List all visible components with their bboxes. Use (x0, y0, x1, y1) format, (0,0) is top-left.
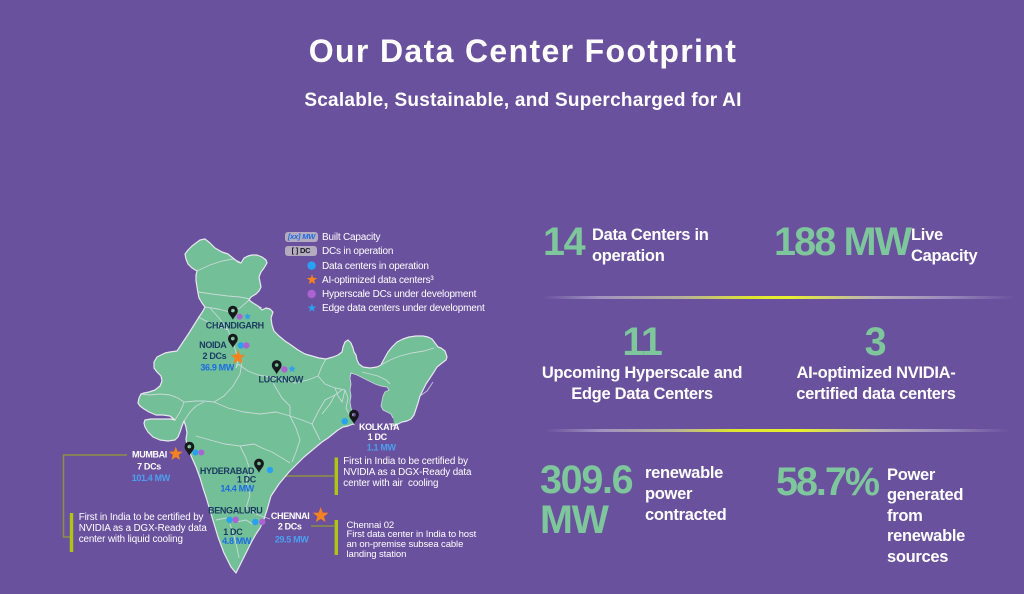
svg-text:NOIDA: NOIDA (199, 340, 227, 350)
svg-text:7 DCs: 7 DCs (137, 462, 161, 472)
svg-text:1 DC: 1 DC (237, 475, 257, 485)
svg-text:2 DCs: 2 DCs (203, 351, 227, 361)
svg-text:2 DCs: 2 DCs (278, 522, 302, 532)
svg-text:KOLKATA: KOLKATA (359, 422, 400, 432)
svg-text:HYDERABAD: HYDERABAD (200, 466, 255, 476)
svg-text:1 DC: 1 DC (223, 527, 243, 537)
svg-text:101.4 MW: 101.4 MW (132, 473, 171, 483)
svg-text:14.4 MW: 14.4 MW (220, 483, 254, 493)
svg-text:CHENNAI: CHENNAI (271, 511, 310, 521)
svg-text:BENGALURU: BENGALURU (208, 506, 262, 516)
svg-text:LUCKNOW: LUCKNOW (259, 374, 304, 384)
svg-text:CHANDIGARH: CHANDIGARH (206, 321, 264, 331)
svg-text:1.1 MW: 1.1 MW (367, 442, 397, 452)
svg-text:29.5 MW: 29.5 MW (275, 534, 309, 544)
svg-text:36.9 MW: 36.9 MW (200, 362, 234, 372)
svg-text:MUMBAI: MUMBAI (132, 450, 167, 460)
svg-text:4.8 MW: 4.8 MW (222, 536, 252, 546)
svg-text:1 DC: 1 DC (368, 432, 388, 442)
